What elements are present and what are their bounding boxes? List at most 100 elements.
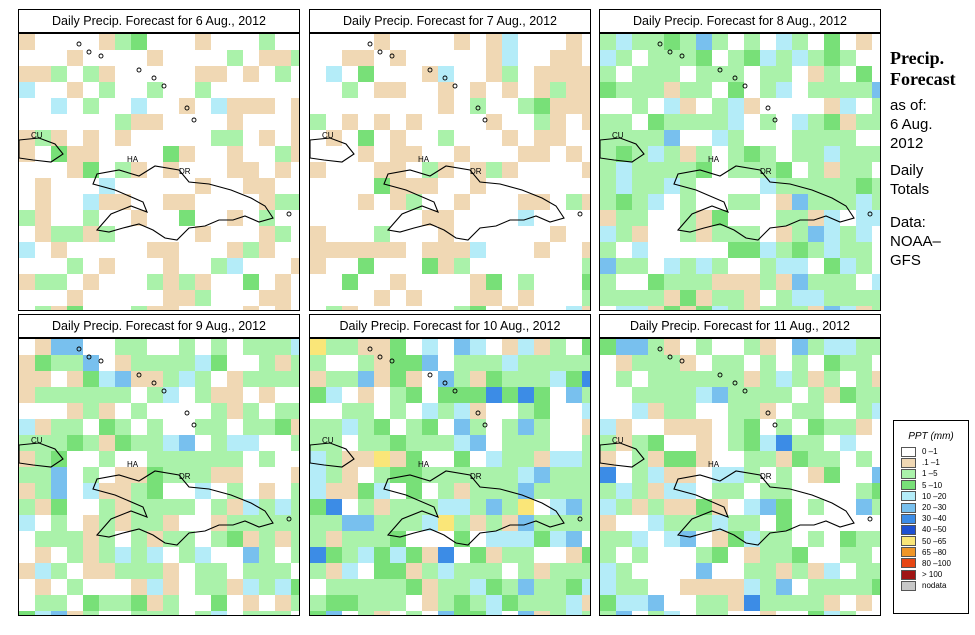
- precip-cell: [374, 339, 390, 355]
- precip-cell: [566, 146, 582, 162]
- precip-cell: [342, 451, 358, 467]
- precip-cell: [342, 403, 358, 419]
- precip-cell: [502, 467, 518, 483]
- precip-cell: [600, 34, 616, 50]
- precip-cell: [259, 531, 275, 547]
- precip-cell: [824, 162, 840, 178]
- precip-cell: [550, 579, 566, 595]
- precip-cell: [51, 66, 67, 82]
- precip-cell: [291, 515, 299, 531]
- precip-cell: [566, 467, 582, 483]
- precip-cell: [808, 82, 824, 98]
- precip-cell: [582, 435, 590, 451]
- panel-title: Daily Precip. Forecast for 8 Aug., 2012: [599, 9, 881, 33]
- precip-cell: [680, 290, 696, 306]
- island-outline: [367, 41, 373, 47]
- precip-cell: [744, 563, 760, 579]
- precip-cell: [163, 258, 179, 274]
- precip-cell: [616, 258, 632, 274]
- precip-cell: [275, 162, 291, 178]
- precip-cell: [227, 499, 243, 515]
- precip-cell: [776, 595, 792, 611]
- precip-cell: [374, 419, 390, 435]
- precip-cell: [776, 226, 792, 242]
- precip-cell: [840, 274, 856, 290]
- precip-cell: [808, 274, 824, 290]
- heading-line-1: Precip.: [890, 48, 945, 68]
- precip-cell: [259, 547, 275, 563]
- precip-cell: [35, 579, 51, 595]
- precip-cell: [147, 82, 163, 98]
- precip-cell: [358, 339, 374, 355]
- precip-cell: [760, 579, 776, 595]
- precip-cell: [728, 242, 744, 258]
- precip-cell: [728, 274, 744, 290]
- precip-cell: [147, 483, 163, 499]
- precip-cell: [310, 515, 326, 531]
- precip-cell: [35, 419, 51, 435]
- precip-cell: [550, 98, 566, 114]
- precip-cell: [83, 515, 99, 531]
- precip-cell: [648, 451, 664, 467]
- precip-cell: [518, 611, 534, 615]
- precip-cell: [760, 435, 776, 451]
- precip-cell: [486, 515, 502, 531]
- precip-cell: [374, 162, 390, 178]
- precip-cell: [291, 547, 299, 563]
- precip-cell: [616, 579, 632, 595]
- precip-cell: [227, 467, 243, 483]
- precip-cell: [99, 499, 115, 515]
- precip-cell: [470, 306, 486, 310]
- precip-cell: [744, 467, 760, 483]
- legend-swatch: [901, 480, 916, 491]
- precip-cell: [600, 611, 616, 615]
- precip-cell: [616, 146, 632, 162]
- precip-cell: [632, 387, 648, 403]
- precip-cell: [696, 274, 712, 290]
- precip-cell: [632, 146, 648, 162]
- precip-cell: [502, 579, 518, 595]
- precip-cell: [648, 146, 664, 162]
- precip-cell: [744, 306, 760, 310]
- precip-cell: [632, 34, 648, 50]
- precip-cell: [582, 66, 590, 82]
- precip-cell: [19, 387, 35, 403]
- precip-cell: [310, 451, 326, 467]
- precip-cell: [760, 563, 776, 579]
- precip-cell: [776, 50, 792, 66]
- country-label-cu: CU: [31, 131, 43, 140]
- precip-cell: [358, 355, 374, 371]
- precip-cell: [342, 50, 358, 66]
- precip-cell: [744, 290, 760, 306]
- precip-cell: [227, 371, 243, 387]
- island-outline: [427, 67, 433, 73]
- precip-cell: [760, 499, 776, 515]
- precip-cell: [744, 50, 760, 66]
- precip-cell: [454, 34, 470, 50]
- precip-cell: [696, 579, 712, 595]
- precip-cell: [147, 547, 163, 563]
- precip-cell: [680, 178, 696, 194]
- precip-cell: [259, 130, 275, 146]
- legend-item: .1 –1: [894, 457, 968, 468]
- precip-cell: [744, 403, 760, 419]
- precip-cell: [19, 242, 35, 258]
- precip-cell: [243, 563, 259, 579]
- precip-cell: [534, 66, 550, 82]
- precip-cell: [776, 178, 792, 194]
- precip-cell: [470, 611, 486, 615]
- precip-cell: [696, 210, 712, 226]
- precip-cell: [632, 162, 648, 178]
- precip-cell: [600, 531, 616, 547]
- precip-cell: [275, 146, 291, 162]
- precip-cell: [534, 563, 550, 579]
- precip-cell: [310, 355, 326, 371]
- precip-cell: [310, 611, 326, 615]
- precip-cell: [390, 579, 406, 595]
- island-outline: [86, 354, 92, 360]
- legend-label: 10 –20: [922, 491, 947, 501]
- precip-cell: [502, 531, 518, 547]
- precip-cell: [856, 178, 872, 194]
- precip-cell: [51, 419, 67, 435]
- precip-cell: [115, 371, 131, 387]
